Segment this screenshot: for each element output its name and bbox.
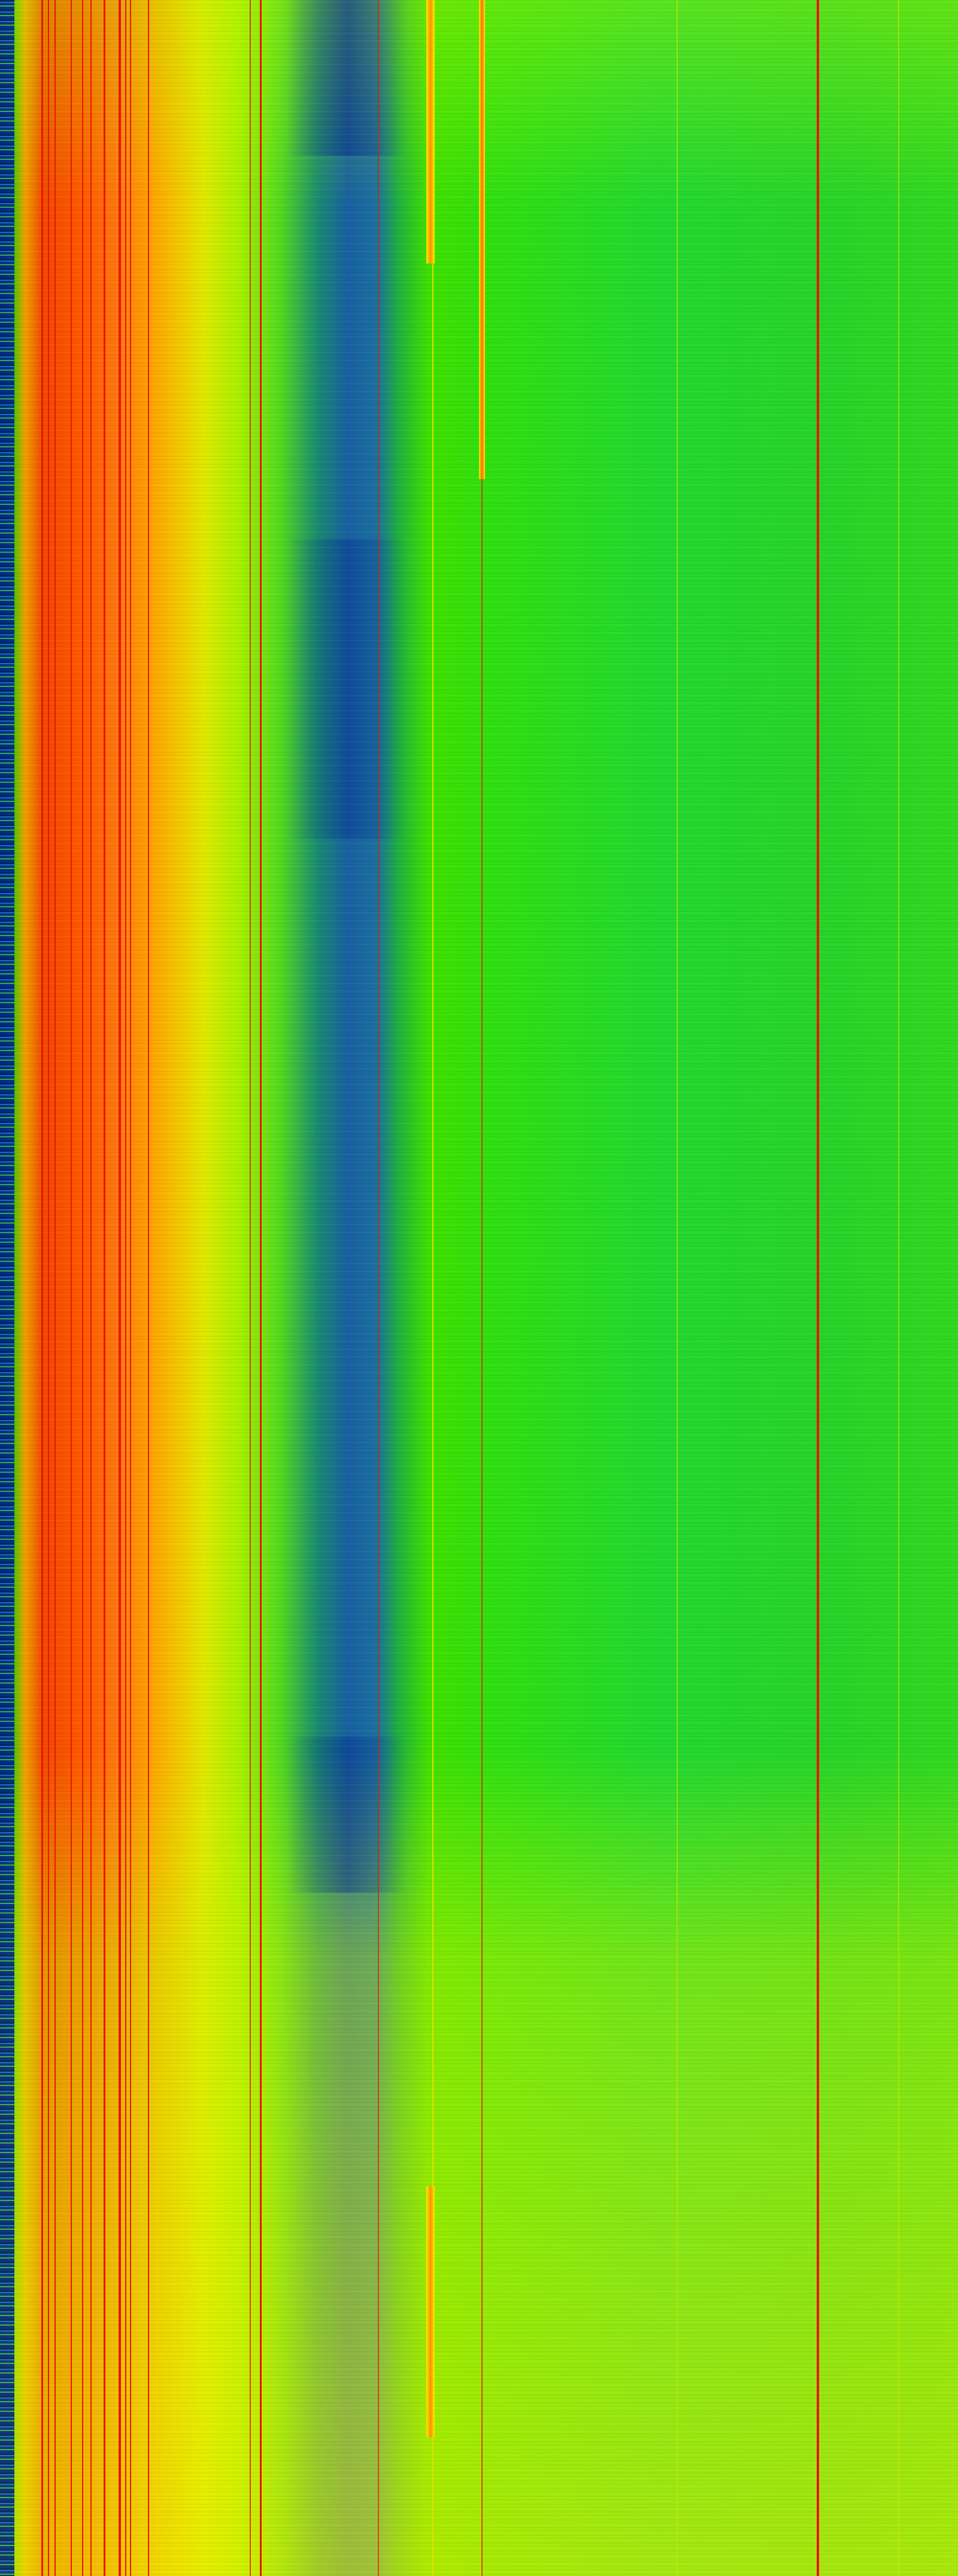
yellow-streak: [479, 0, 485, 479]
left-edge: [0, 0, 14, 2576]
red-line: [54, 0, 56, 2576]
red-line: [481, 0, 483, 2576]
red-line: [250, 0, 251, 2576]
deep-band: [287, 539, 407, 839]
yellow-streak: [426, 2186, 435, 2438]
red-line: [90, 0, 92, 2576]
red-line: [104, 0, 105, 2576]
deep-band: [287, 0, 407, 156]
faint-line: [677, 0, 678, 2576]
faint-line: [898, 0, 899, 2576]
red-line: [378, 0, 379, 2576]
red-line: [130, 0, 131, 2576]
red-line: [41, 0, 43, 2576]
red-line: [125, 0, 126, 2576]
deep-band: [287, 1737, 407, 1893]
red-line: [119, 0, 121, 2576]
red-line: [82, 0, 83, 2576]
red-line: [260, 0, 262, 2576]
red-line: [148, 0, 149, 2576]
red-line: [48, 0, 49, 2576]
red-line: [817, 0, 819, 2576]
red-line: [432, 0, 433, 2576]
yellow-streak: [426, 0, 435, 264]
red-line: [71, 0, 72, 2576]
